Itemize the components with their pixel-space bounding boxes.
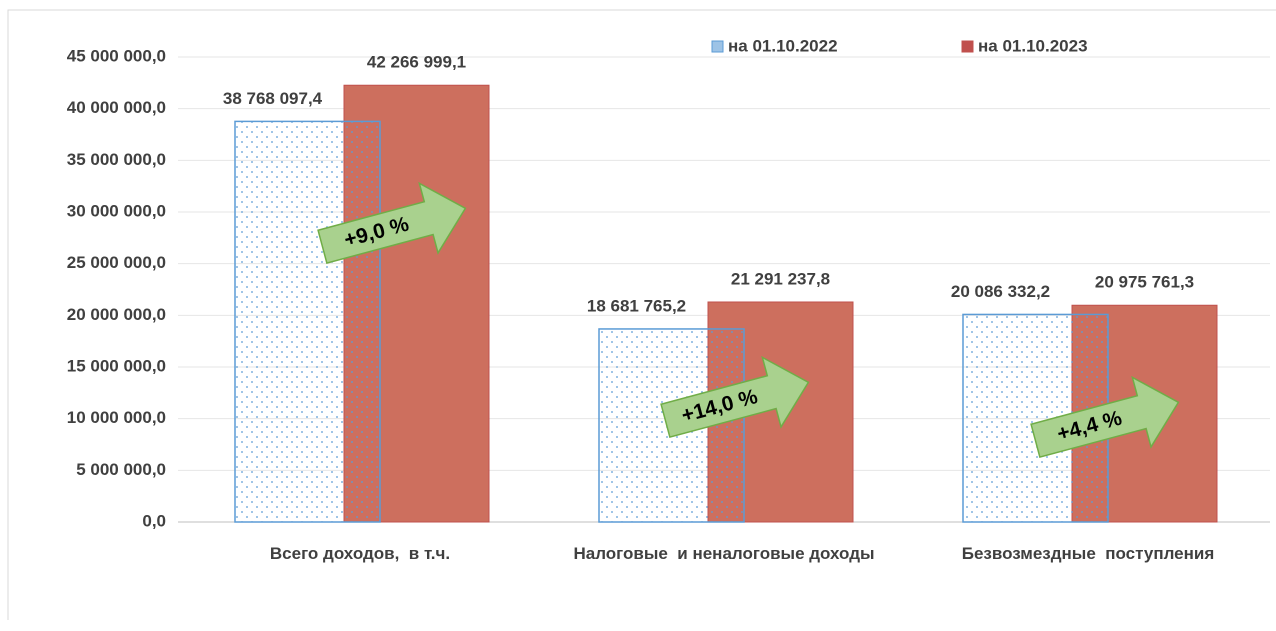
- y-tick-label: 10 000 000,0: [67, 408, 166, 427]
- y-tick-label: 35 000 000,0: [67, 150, 166, 169]
- data-label: 20 975 761,3: [1095, 273, 1194, 292]
- arrow-shape: [660, 355, 810, 438]
- data-label: 20 086 332,2: [951, 282, 1050, 301]
- data-label: 38 768 097,4: [223, 89, 323, 108]
- x-tick-label: Налоговые и неналоговые доходы: [573, 544, 875, 563]
- y-tick-label: 0,0: [142, 511, 166, 530]
- y-tick-label: 15 000 000,0: [67, 356, 166, 375]
- arrow-shape: [317, 181, 467, 264]
- legend-swatch: [961, 40, 974, 53]
- x-tick-label: Безвозмездные поступления: [961, 544, 1215, 563]
- bar: [234, 120, 381, 523]
- data-label: 42 266 999,1: [367, 53, 466, 72]
- legend-swatch: [711, 40, 724, 53]
- x-tick-label: Всего доходов, в т.ч.: [269, 544, 451, 563]
- legend-label: на 01.10.2022: [728, 36, 838, 55]
- y-tick-label: 5 000 000,0: [76, 460, 166, 479]
- legend-label: на 01.10.2023: [978, 36, 1088, 55]
- data-label: 18 681 765,2: [587, 296, 686, 315]
- data-label: 21 291 237,8: [731, 269, 830, 288]
- y-tick-label: 45 000 000,0: [67, 46, 166, 65]
- y-tick-label: 25 000 000,0: [67, 253, 166, 272]
- y-tick-label: 30 000 000,0: [67, 201, 166, 220]
- y-tick-label: 40 000 000,0: [67, 98, 166, 117]
- arrow-shape: [1030, 375, 1180, 458]
- y-tick-label: 20 000 000,0: [67, 305, 166, 324]
- frame: [7, 9, 1276, 620]
